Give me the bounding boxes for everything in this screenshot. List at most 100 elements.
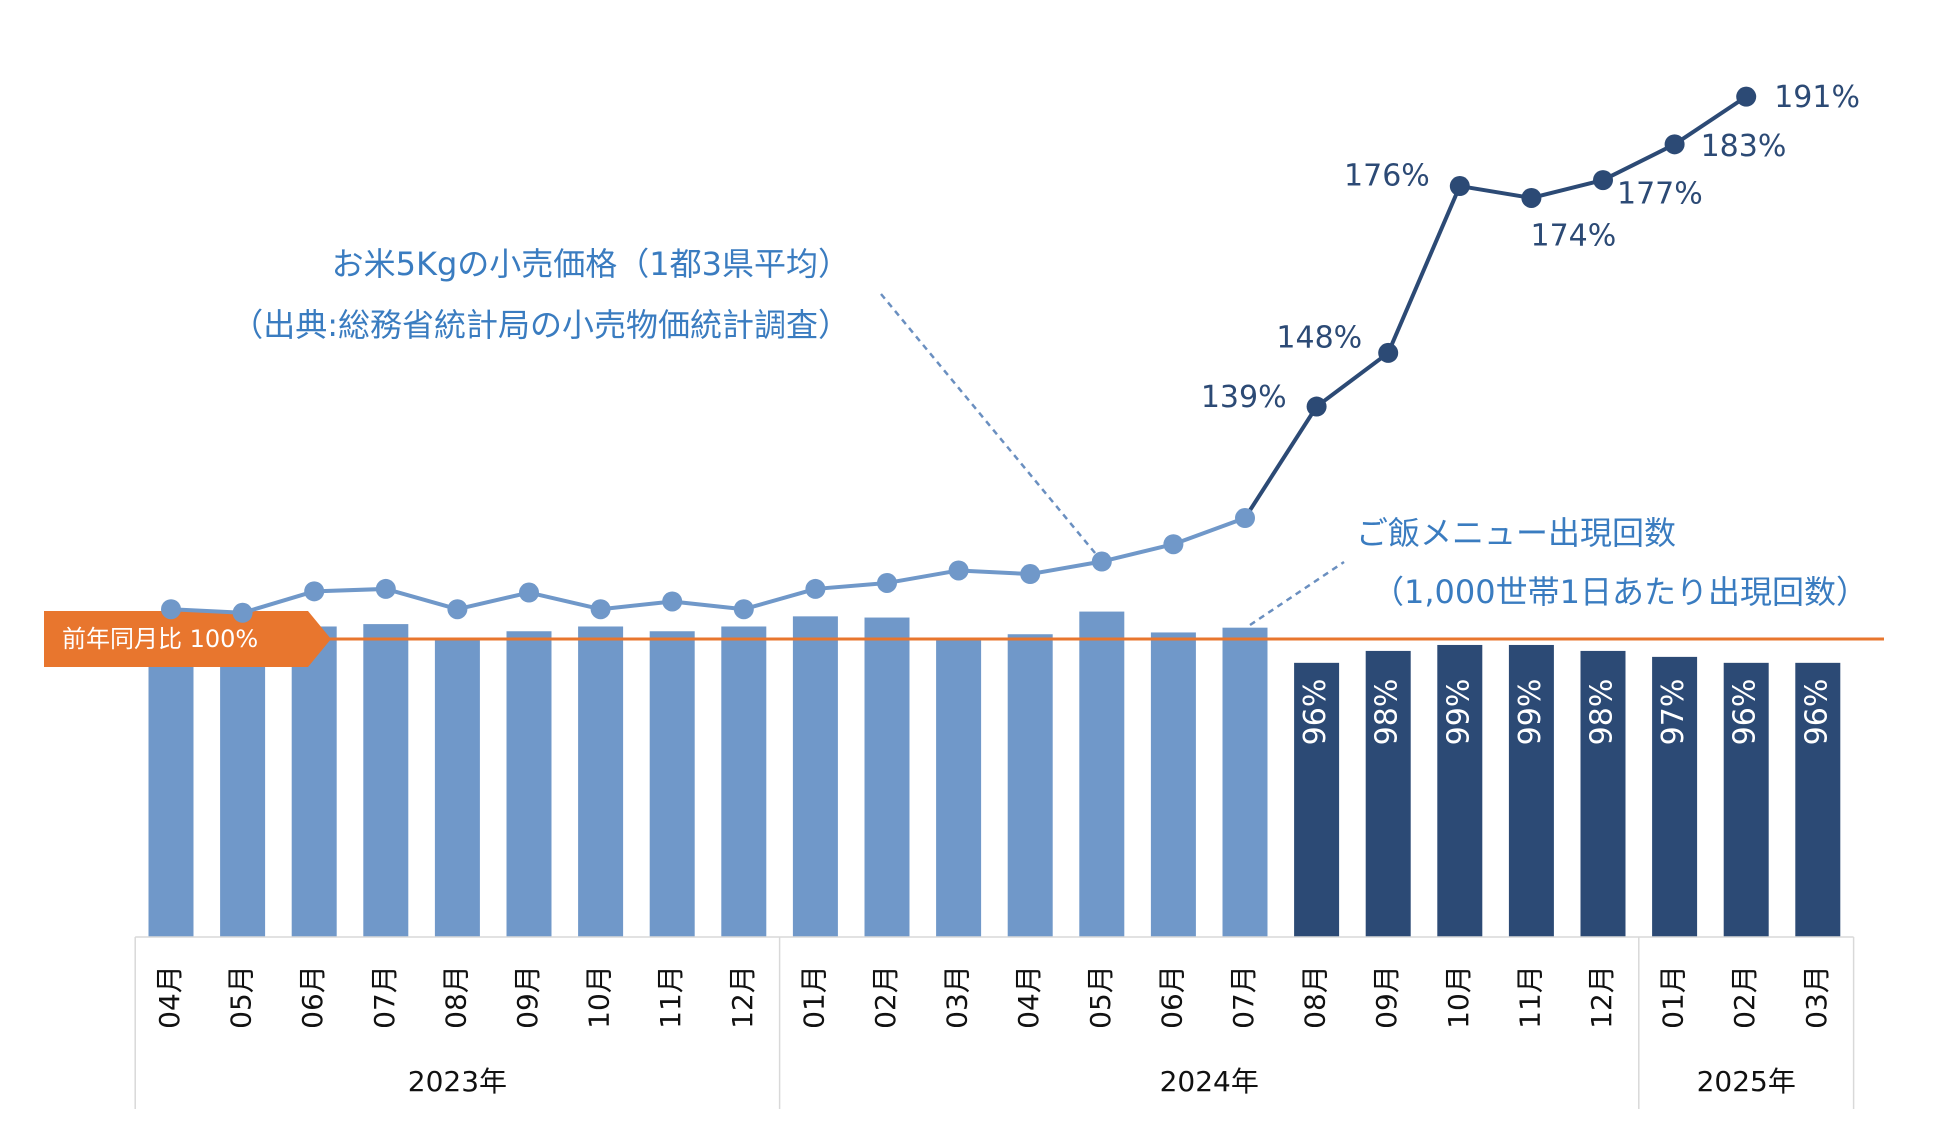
line-segment xyxy=(1101,542,1174,564)
line-point xyxy=(1306,396,1327,417)
line-segment xyxy=(1386,185,1462,354)
line-segment xyxy=(1459,184,1532,200)
line-point xyxy=(447,599,468,620)
line-segment xyxy=(385,587,458,612)
x-tick-label: 10月 xyxy=(1442,965,1475,1029)
line-segment xyxy=(958,568,1031,577)
x-tick-label: 02月 xyxy=(1728,965,1761,1029)
x-tick-label: 07月 xyxy=(1227,965,1260,1029)
bar-value-label: 99% xyxy=(1513,679,1548,746)
line-segment xyxy=(1673,94,1748,146)
bar-value-label: 98% xyxy=(1370,679,1405,746)
line-value-label: 177% xyxy=(1617,177,1703,212)
x-tick-label: 03月 xyxy=(1800,965,1833,1029)
x-tick-label: 08月 xyxy=(439,965,472,1029)
line-value-label: 191% xyxy=(1774,80,1860,115)
line-point xyxy=(805,578,826,599)
line-segment xyxy=(886,568,959,585)
line-value-label: 139% xyxy=(1201,380,1287,415)
bar-value-label: 96% xyxy=(1799,679,1834,746)
line-point xyxy=(1378,342,1399,363)
line-point xyxy=(1020,564,1041,585)
line-segment xyxy=(1530,178,1604,200)
bar xyxy=(1437,644,1483,937)
bar xyxy=(291,626,337,937)
bar-value-label: 96% xyxy=(1728,679,1763,746)
reference-label-box xyxy=(44,611,331,667)
bar xyxy=(1222,627,1268,937)
bar xyxy=(1652,656,1698,937)
line-point xyxy=(161,599,181,620)
line-segment xyxy=(671,599,745,612)
line-point xyxy=(662,591,683,612)
bar xyxy=(506,631,552,937)
line-segment xyxy=(242,589,315,615)
bar-value-label: 98% xyxy=(1585,679,1620,746)
x-tick-label: 08月 xyxy=(1299,965,1332,1029)
line-point xyxy=(1163,534,1184,555)
line-point xyxy=(1449,176,1470,197)
x-tick-label: 01月 xyxy=(1657,965,1690,1029)
line-point xyxy=(232,602,253,623)
line-segment xyxy=(600,599,673,612)
bar xyxy=(1795,662,1841,937)
bar xyxy=(721,626,767,937)
bar xyxy=(1150,632,1196,937)
bar xyxy=(1079,611,1125,937)
bar xyxy=(148,625,194,937)
bar xyxy=(1580,650,1626,937)
line-segment xyxy=(1172,516,1246,547)
bar-value-label: 97% xyxy=(1656,679,1691,746)
reference-label: 前年同月比 100% xyxy=(62,625,258,653)
bar xyxy=(649,631,695,937)
line-point xyxy=(1593,170,1613,191)
year-label: 2024年 xyxy=(1160,1065,1259,1098)
bar xyxy=(578,626,624,937)
line-segment xyxy=(1315,351,1390,409)
x-tick-label: 03月 xyxy=(941,965,974,1029)
year-label: 2025年 xyxy=(1697,1065,1796,1098)
line-point xyxy=(948,560,969,581)
year-label: 2023年 xyxy=(408,1065,507,1098)
x-tick-label: 10月 xyxy=(583,965,616,1029)
x-tick-label: 09月 xyxy=(511,965,544,1029)
line-segment xyxy=(1602,142,1676,182)
x-tick-label: 04月 xyxy=(1012,965,1045,1029)
line-point xyxy=(375,578,396,599)
line-segment xyxy=(528,590,602,612)
line-point xyxy=(1736,86,1757,107)
bar-note: （1,000世帯1日あたり出現回数） xyxy=(1372,573,1868,611)
line-point xyxy=(304,581,325,602)
line-segment xyxy=(815,580,888,591)
bar xyxy=(1007,634,1053,937)
leader-line xyxy=(880,293,1101,560)
x-tick-label: 06月 xyxy=(1155,965,1188,1029)
line-segment xyxy=(743,587,816,612)
x-tick-label: 05月 xyxy=(225,965,258,1029)
line-point xyxy=(519,582,539,603)
line-segment xyxy=(1243,405,1319,520)
x-tick-label: 07月 xyxy=(368,965,401,1029)
line-segment xyxy=(456,590,530,612)
line-point xyxy=(1521,187,1542,208)
bar xyxy=(220,625,266,937)
leader-line xyxy=(1249,560,1345,627)
line-value-label: 176% xyxy=(1344,159,1430,194)
line-point xyxy=(733,599,754,620)
line-point xyxy=(590,599,611,620)
bar xyxy=(1365,650,1411,937)
line-segment xyxy=(1029,559,1103,577)
x-tick-label: 09月 xyxy=(1370,965,1403,1029)
line-point xyxy=(1091,551,1112,572)
line-value-label: 148% xyxy=(1276,320,1362,355)
bar xyxy=(363,624,409,937)
line-segment xyxy=(170,607,243,615)
line-annotation: お米5Kgの小売価格（1都3県平均） xyxy=(332,245,850,283)
x-tick-label: 04月 xyxy=(153,965,186,1029)
bar-value-label: 96% xyxy=(1298,679,1333,746)
x-tick-label: 02月 xyxy=(869,965,902,1029)
bar xyxy=(864,617,910,937)
x-tick-label: 05月 xyxy=(1084,965,1117,1029)
bar xyxy=(936,637,982,937)
